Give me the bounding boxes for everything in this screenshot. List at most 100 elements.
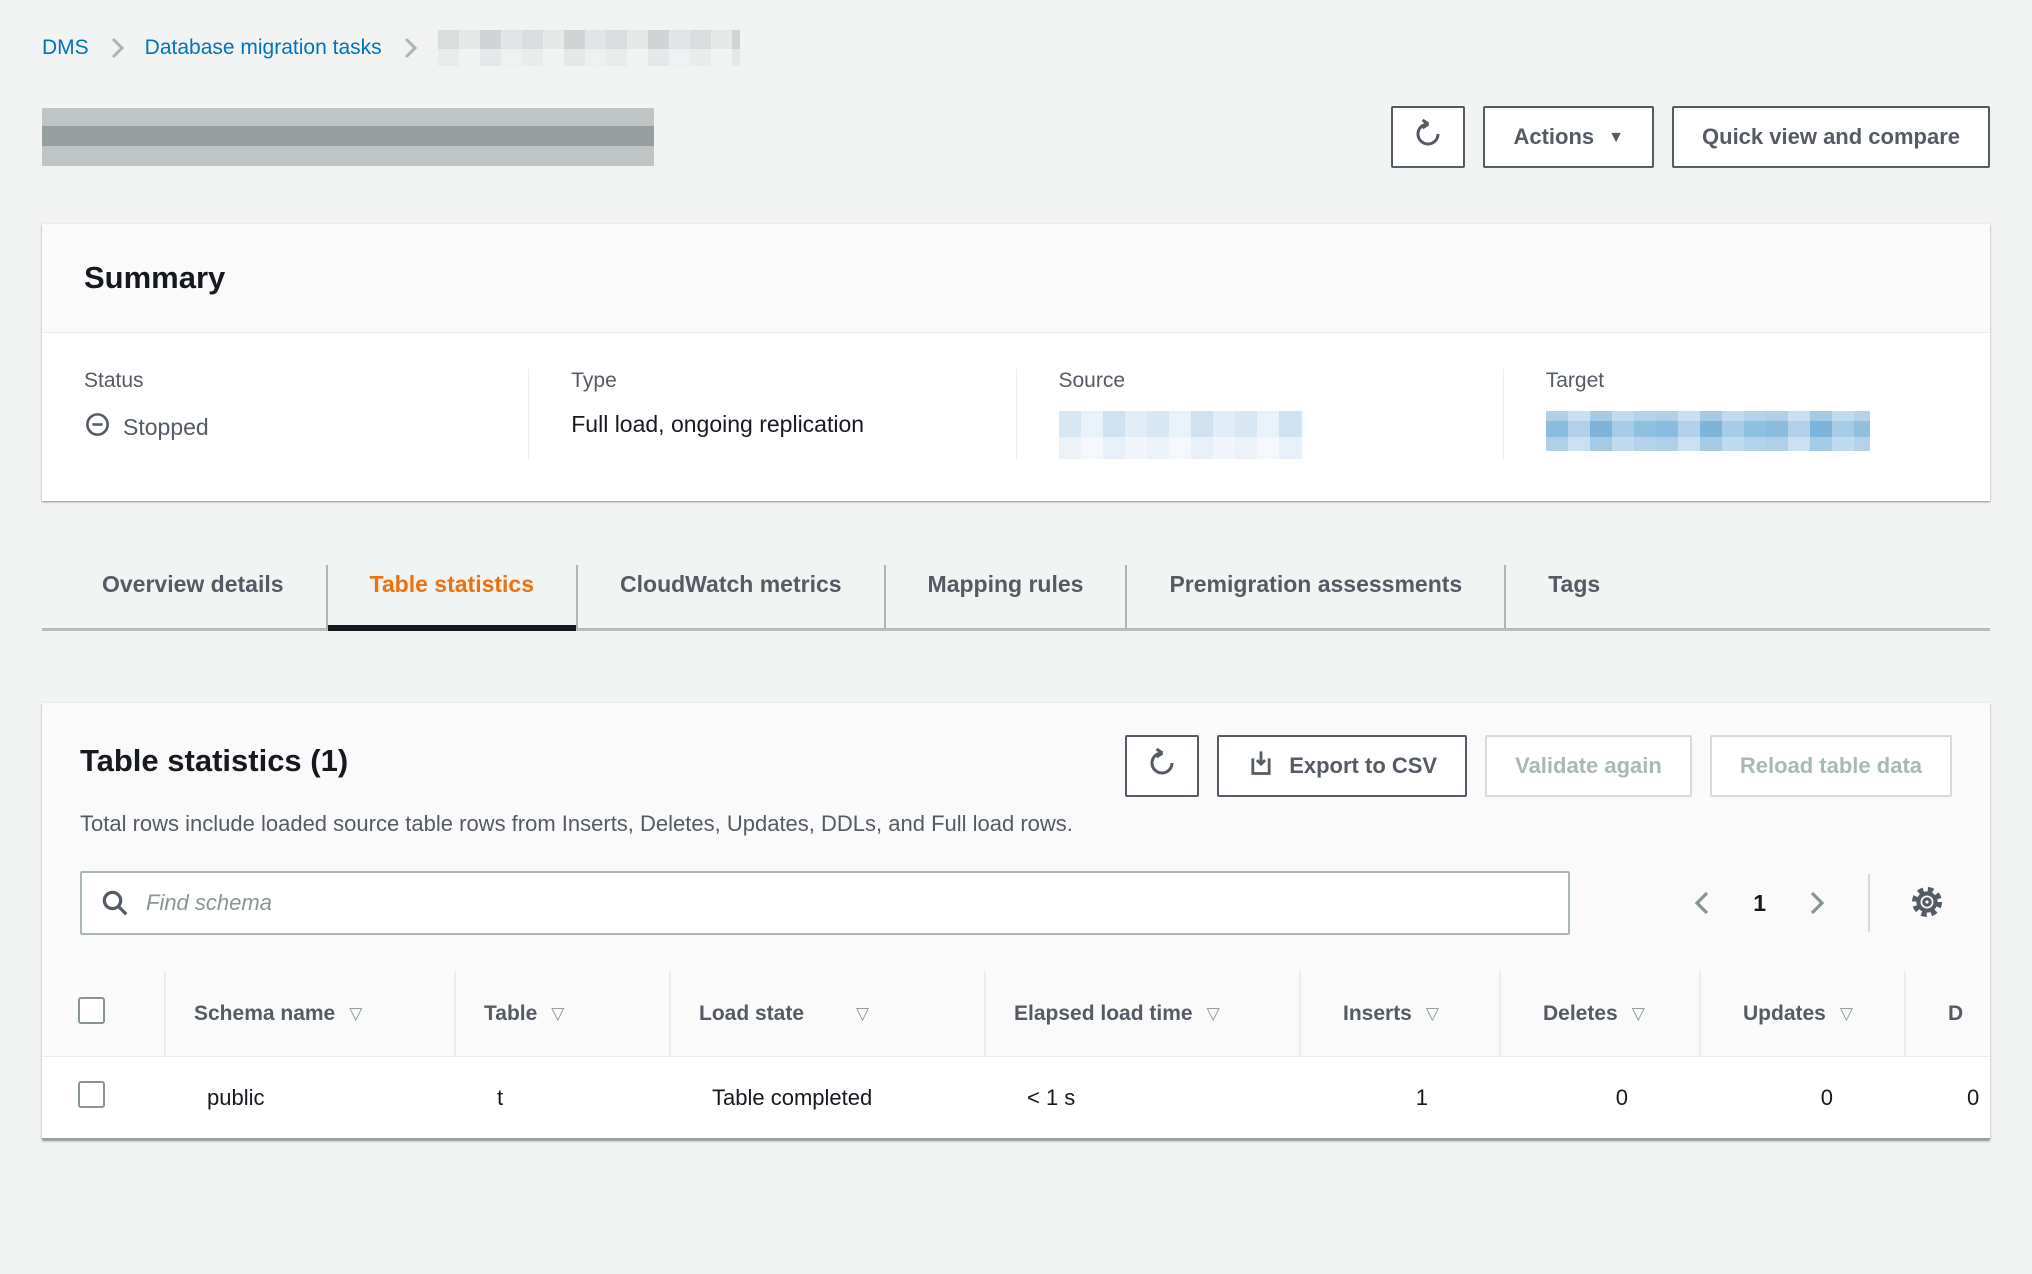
cell-ddls-clipped: 0 xyxy=(1905,1056,1990,1140)
source-label: Source xyxy=(1058,369,1126,392)
cell-elapsed-load-time: < 1 s xyxy=(985,1056,1300,1140)
table-statistics-actions: Export to CSV Validate again Reload tabl… xyxy=(1125,735,1952,797)
summary-target-column: Target xyxy=(1502,369,1990,459)
tab-tags[interactable]: Tags xyxy=(1504,565,1642,628)
sort-icon: ▽ xyxy=(551,1003,565,1023)
summary-card-header: Summary xyxy=(42,224,1990,333)
export-to-csv-button[interactable]: Export to CSV xyxy=(1217,735,1468,797)
tab-overview-details[interactable]: Overview details xyxy=(102,571,284,597)
next-page-button[interactable] xyxy=(1798,882,1836,924)
table-statistics-table: Schema name ▽ Table ▽ Load state ▽ Elapsed … xyxy=(42,971,1990,1140)
reload-table-data-label: Reload table data xyxy=(1739,753,1922,778)
schema-name-header-label: Schema name xyxy=(194,1001,336,1025)
row-checkbox[interactable] xyxy=(78,1081,105,1108)
table-refresh-button[interactable] xyxy=(1125,735,1200,797)
page-header: Actions ▼ Quick view and compare xyxy=(42,106,1990,168)
breadcrumb-dms-link[interactable]: DMS xyxy=(42,36,89,59)
summary-type-column: Type Full load, ongoing replication xyxy=(528,369,1015,459)
validate-again-label: Validate again xyxy=(1515,753,1662,778)
elapsed-load-time-header-label: Elapsed load time xyxy=(1014,1001,1193,1025)
gear-icon xyxy=(1908,883,1946,924)
task-detail-tabs: Overview details Table statistics CloudW… xyxy=(42,565,1990,631)
breadcrumb-task-name-redacted xyxy=(437,30,740,66)
table-row[interactable]: public t Table completed < 1 s 1 0 0 0 xyxy=(42,1056,1990,1140)
refresh-button[interactable] xyxy=(1391,106,1466,168)
summary-status-column: Status Stopped xyxy=(42,369,528,459)
cell-updates: 0 xyxy=(1700,1056,1905,1140)
breadcrumb-chevron-icon xyxy=(107,35,127,61)
sort-icon: ▽ xyxy=(1425,1003,1439,1023)
page-title-redacted xyxy=(42,108,654,166)
export-to-csv-label: Export to CSV xyxy=(1289,753,1438,778)
quick-view-compare-button[interactable]: Quick view and compare xyxy=(1672,106,1990,168)
search-icon xyxy=(100,888,130,923)
find-schema-input[interactable] xyxy=(80,871,1570,935)
summary-source-column: Source xyxy=(1015,369,1503,459)
source-endpoint-link-redacted[interactable] xyxy=(1058,411,1303,459)
breadcrumb-chevron-icon xyxy=(400,35,420,61)
previous-page-button[interactable] xyxy=(1683,882,1721,924)
refresh-icon xyxy=(1413,118,1443,155)
cell-table: t xyxy=(455,1056,670,1140)
cell-load-state: Table completed xyxy=(670,1056,985,1140)
tab-cloudwatch-metrics[interactable]: CloudWatch metrics xyxy=(576,565,884,628)
summary-card: Summary Status Stopped Type Full load, o… xyxy=(42,224,1990,501)
tab-mapping-rules[interactable]: Mapping rules xyxy=(883,565,1126,628)
actions-label: Actions xyxy=(1513,124,1595,149)
updates-header-label: Updates xyxy=(1743,1001,1826,1025)
sort-icon: ▽ xyxy=(1839,1003,1853,1023)
deletes-header-label: Deletes xyxy=(1543,1001,1618,1025)
load-state-header-label: Load state xyxy=(699,1001,805,1025)
table-statistics-header: Table statistics (1) Export to CSV xyxy=(42,703,1990,971)
column-header-deletes[interactable]: Deletes ▽ xyxy=(1499,971,1700,1057)
table-statistics-card: Table statistics (1) Export to CSV xyxy=(42,703,1990,1140)
sort-icon: ▽ xyxy=(1206,1003,1220,1023)
status-label: Status xyxy=(84,369,144,392)
ddls-header-label: D xyxy=(1948,1001,1964,1025)
tab-table-statistics[interactable]: Table statistics xyxy=(325,565,577,631)
tab-premigration-assessments[interactable]: Premigration assessments xyxy=(1125,565,1504,628)
status-value: Stopped xyxy=(123,414,209,440)
chevron-down-icon: ▼ xyxy=(1608,129,1625,146)
summary-title: Summary xyxy=(84,260,226,295)
column-header-table[interactable]: Table ▽ xyxy=(454,971,670,1057)
cell-inserts: 1 xyxy=(1300,1056,1500,1140)
breadcrumb: DMS Database migration tasks xyxy=(42,30,1990,66)
dms-task-page: DMS Database migration tasks Actions ▼ Q… xyxy=(42,30,1990,1140)
column-header-inserts[interactable]: Inserts ▽ xyxy=(1299,971,1500,1057)
status-badge: Stopped xyxy=(84,411,486,444)
current-page-number[interactable]: 1 xyxy=(1753,889,1766,916)
type-label: Type xyxy=(571,369,617,392)
quick-view-label: Quick view and compare xyxy=(1702,124,1960,149)
table-header-label: Table xyxy=(484,1001,538,1025)
sort-icon: ▽ xyxy=(856,1003,870,1023)
column-header-updates[interactable]: Updates ▽ xyxy=(1699,971,1905,1057)
table-statistics-title: Table statistics (1) xyxy=(80,743,349,778)
cell-schema-name: public xyxy=(165,1056,455,1140)
table-filter-row: 1 xyxy=(42,863,1990,971)
actions-dropdown-button[interactable]: Actions ▼ xyxy=(1483,106,1655,168)
reload-table-data-button[interactable]: Reload table data xyxy=(1709,735,1952,797)
table-preferences-button[interactable] xyxy=(1902,877,1952,930)
stopped-status-icon xyxy=(84,411,111,444)
sort-icon: ▽ xyxy=(349,1003,363,1023)
column-header-elapsed-load-time[interactable]: Elapsed load time ▽ xyxy=(984,971,1300,1057)
pagination: 1 xyxy=(1683,874,1952,932)
table-header-row: Schema name ▽ Table ▽ Load state ▽ Elapsed … xyxy=(42,971,1990,1057)
target-label: Target xyxy=(1545,369,1605,392)
pagination-divider xyxy=(1868,874,1870,932)
column-header-load-state[interactable]: Load state ▽ xyxy=(669,971,985,1057)
table-statistics-description: Total rows include loaded source table r… xyxy=(80,811,1073,836)
sort-icon: ▽ xyxy=(1631,1003,1645,1023)
column-header-schema-name[interactable]: Schema name ▽ xyxy=(164,971,455,1057)
target-endpoint-link-redacted[interactable] xyxy=(1545,411,1870,451)
summary-body: Status Stopped Type Full load, ongoing r… xyxy=(42,333,1990,501)
header-actions: Actions ▼ Quick view and compare xyxy=(1391,106,1990,168)
select-all-checkbox[interactable] xyxy=(78,997,105,1024)
type-value: Full load, ongoing replication xyxy=(571,411,865,437)
validate-again-button[interactable]: Validate again xyxy=(1485,735,1692,797)
breadcrumb-tasks-link[interactable]: Database migration tasks xyxy=(144,36,382,59)
schema-search xyxy=(80,871,1570,935)
column-header-ddls-clipped[interactable]: D xyxy=(1904,971,1990,1057)
inserts-header-label: Inserts xyxy=(1343,1001,1412,1025)
